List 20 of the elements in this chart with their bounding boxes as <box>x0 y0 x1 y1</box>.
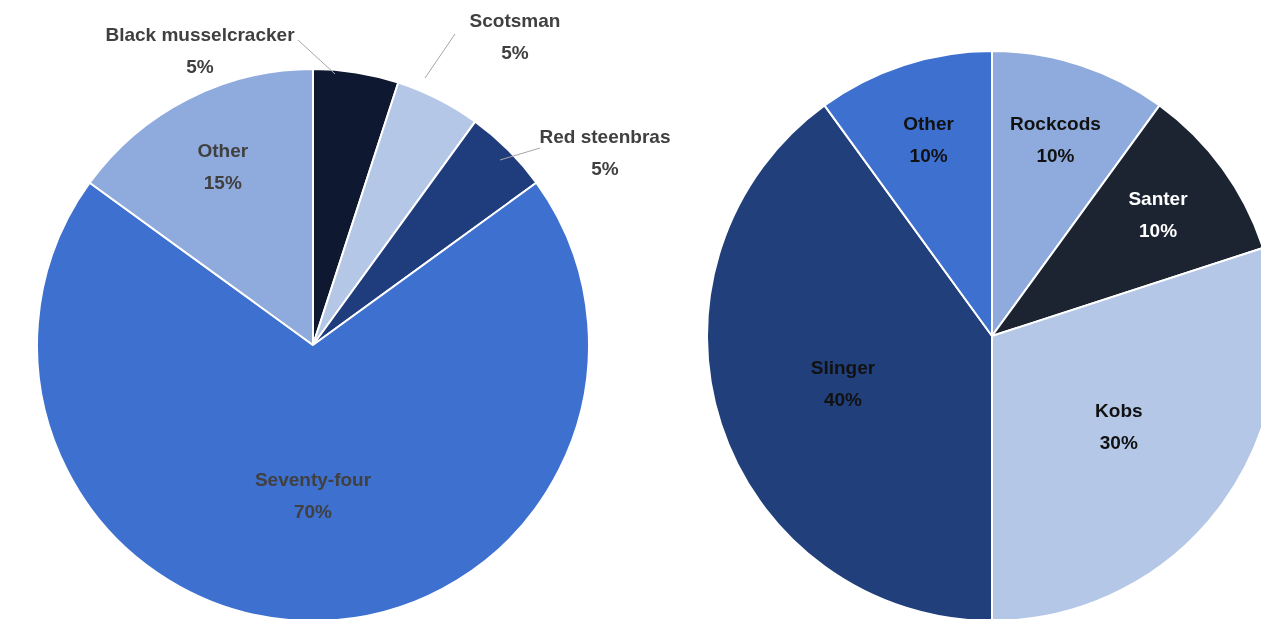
data-label: 40% <box>823 388 863 410</box>
data-label: 5% <box>186 56 214 78</box>
slice-label: Santer <box>1128 187 1189 209</box>
data-label: 10% <box>1138 219 1178 241</box>
data-label: 15% <box>203 172 242 194</box>
slice-label: Red steenbras <box>539 126 671 148</box>
slice-label: Seventy-four <box>254 469 372 491</box>
data-label: 30% <box>1099 432 1138 454</box>
slice-label: Slinger <box>810 356 876 378</box>
slice-label: Other <box>903 113 955 135</box>
slice-label: Kobs <box>1095 400 1143 422</box>
data-label: 5% <box>591 158 619 180</box>
slice-label: Other <box>197 140 249 162</box>
data-label: 10% <box>1036 145 1075 167</box>
slice-label: Black musselcracker <box>105 24 296 46</box>
slice-label: Scotsman <box>469 10 561 32</box>
data-label: 10% <box>909 145 948 167</box>
data-label: 5% <box>501 42 529 64</box>
data-label: 70% <box>293 501 333 523</box>
slice-label: Rockcods <box>1010 113 1101 135</box>
